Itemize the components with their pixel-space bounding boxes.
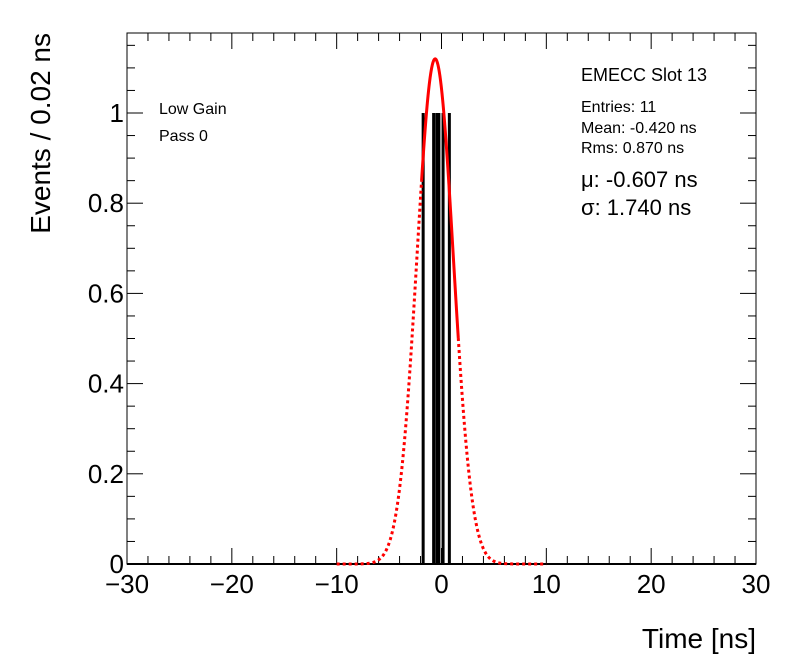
gaussian-fit-solid	[420, 57, 460, 339]
gain-label: Low Gain	[159, 101, 227, 118]
gaussian-fit-dashed-right	[456, 337, 547, 566]
x-tick-label: 0	[434, 569, 448, 599]
x-tick-labels: −30 −20 −10 0 10 20 30	[105, 569, 771, 599]
x-tick-label: 10	[532, 569, 561, 599]
y-tick-label: 0.6	[88, 278, 124, 308]
y-tick-label: 0.4	[88, 369, 124, 399]
stats-entries: Entries: 11	[581, 99, 656, 116]
axis-ticks	[126, 33, 757, 565]
fit-sigma: σ: 1.740 ns	[581, 195, 691, 220]
y-axis-label: Events / 0.02 ns	[25, 33, 56, 234]
x-tick-label: 30	[742, 569, 771, 599]
y-tick-label: 1	[110, 98, 124, 128]
x-tick-label: 20	[637, 569, 666, 599]
pass-label: Pass 0	[159, 128, 208, 145]
x-axis-label: Time [ns]	[642, 623, 756, 654]
x-tick-label: −10	[315, 569, 359, 599]
y-tick-label: 0	[110, 549, 124, 579]
stats-mean: Mean: -0.420 ns	[581, 120, 697, 137]
fit-mu: μ: -0.607 ns	[581, 167, 698, 192]
y-tick-labels: 0 0.2 0.4 0.6 0.8 1	[88, 98, 124, 579]
stats-rms: Rms: 0.870 ns	[581, 140, 684, 157]
gaussian-fit-dashed-left	[336, 180, 424, 566]
y-tick-label: 0.2	[88, 459, 124, 489]
x-tick-label: −20	[210, 569, 254, 599]
y-tick-label: 0.8	[88, 188, 124, 218]
chart-title: EMECC Slot 13	[581, 65, 707, 85]
x-tick-label: −30	[105, 569, 149, 599]
